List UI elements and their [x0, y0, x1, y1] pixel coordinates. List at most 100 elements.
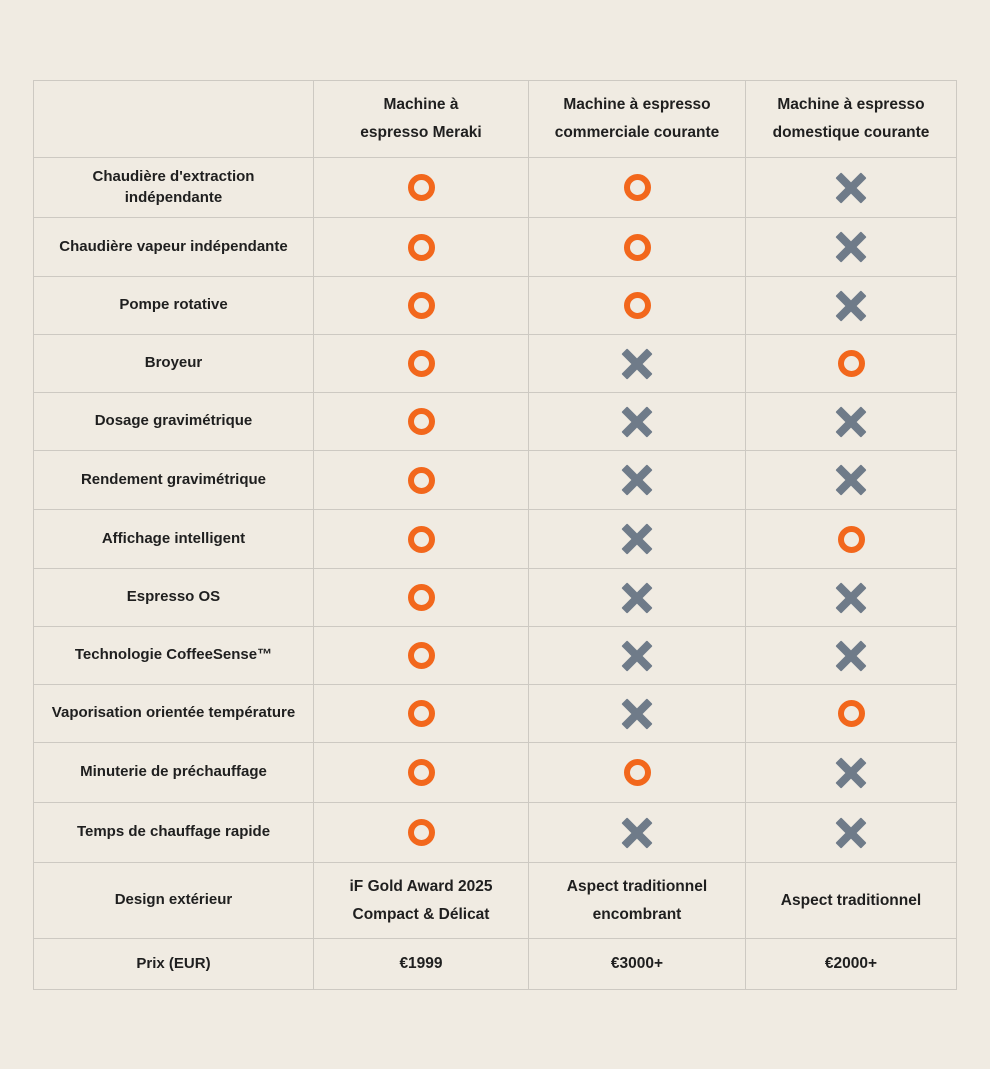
value-text: €1999: [399, 955, 443, 973]
feature-label: Rendement gravimétrique: [80, 470, 267, 488]
not-included-icon: [622, 640, 653, 671]
value-cell: [746, 685, 956, 743]
value-cell: €1999: [314, 939, 529, 989]
value-cell: [529, 335, 746, 393]
value-cell: [529, 803, 746, 863]
feature-label-cell: Chaudière vapeur indépendante: [34, 218, 314, 277]
included-icon: [837, 700, 865, 727]
not-included-icon: [836, 582, 867, 613]
value-cell: [314, 685, 529, 743]
value-cell: Aspect traditionnel: [746, 863, 956, 939]
value-text: €3000+: [610, 955, 664, 973]
column-header-cell: Machine à espresso Meraki: [314, 81, 529, 158]
value-cell: [746, 335, 956, 393]
value-cell: [529, 218, 746, 277]
not-included-icon: [622, 698, 653, 729]
value-cell: [529, 569, 746, 627]
not-included-icon: [622, 406, 653, 437]
not-included-icon: [622, 348, 653, 379]
feature-label: Vaporisation orientée température: [51, 704, 296, 722]
value-cell: Aspect traditionnel encombrant: [529, 863, 746, 939]
not-included-icon: [836, 465, 867, 496]
value-cell: [529, 743, 746, 803]
value-cell: [746, 743, 956, 803]
included-icon: [407, 759, 435, 786]
feature-label: Technologie CoffeeSense™: [74, 646, 273, 664]
feature-label-cell: Pompe rotative: [34, 277, 314, 335]
feature-label-cell: Technologie CoffeeSense™: [34, 627, 314, 685]
feature-label: Prix (EUR): [136, 954, 211, 972]
included-icon: [407, 819, 435, 846]
feature-label: Affichage intelligent: [101, 529, 246, 547]
included-icon: [407, 350, 435, 377]
included-icon: [623, 759, 651, 786]
comparison-table: Machine à espresso Meraki Machine à espre…: [33, 80, 957, 990]
value-cell: [314, 393, 529, 451]
feature-label: Temps de chauffage rapide: [76, 823, 271, 841]
feature-label: Minuterie de préchauffage: [80, 763, 267, 781]
value-cell: [746, 277, 956, 335]
feature-label-cell: Affichage intelligent: [34, 510, 314, 569]
feature-label-cell: Design extérieur: [34, 863, 314, 939]
feature-label: Design extérieur: [114, 891, 233, 909]
column-header-cell: Machine à espresso domestique courante: [746, 81, 956, 158]
not-included-icon: [836, 232, 867, 263]
value-cell: [746, 451, 956, 510]
value-cell: [529, 685, 746, 743]
not-included-icon: [836, 817, 867, 848]
value-cell: [314, 158, 529, 218]
not-included-icon: [836, 406, 867, 437]
included-icon: [837, 350, 865, 377]
included-icon: [407, 292, 435, 319]
feature-label: Dosage gravimétrique: [94, 412, 253, 430]
feature-label-cell: Vaporisation orientée température: [34, 685, 314, 743]
feature-label-cell: Minuterie de préchauffage: [34, 743, 314, 803]
not-included-icon: [836, 640, 867, 671]
value-cell: [529, 510, 746, 569]
value-text: Aspect traditionnel encombrant: [566, 877, 708, 923]
feature-label-cell: Chaudière d'extraction indépendante: [34, 158, 314, 218]
value-cell: [314, 569, 529, 627]
feature-label-cell: Espresso OS: [34, 569, 314, 627]
included-icon: [837, 525, 865, 553]
not-included-icon: [836, 757, 867, 788]
included-icon: [623, 174, 651, 201]
feature-label: Chaudière d'extraction indépendante: [92, 168, 255, 206]
feature-label-cell: Temps de chauffage rapide: [34, 803, 314, 863]
included-icon: [623, 233, 651, 261]
value-cell: [529, 627, 746, 685]
value-text: Aspect traditionnel: [780, 891, 922, 909]
included-icon: [407, 174, 435, 201]
feature-label-cell: Prix (EUR): [34, 939, 314, 989]
not-included-icon: [836, 290, 867, 321]
value-cell: [314, 451, 529, 510]
feature-label-cell: Broyeur: [34, 335, 314, 393]
included-icon: [407, 642, 435, 669]
not-included-icon: [836, 172, 867, 203]
column-title: Machine à espresso Meraki: [360, 96, 482, 141]
column-title: Machine à espresso commerciale courante: [554, 96, 720, 141]
not-included-icon: [622, 817, 653, 848]
value-cell: €3000+: [529, 939, 746, 989]
value-cell: [746, 218, 956, 277]
included-icon: [407, 466, 435, 494]
included-icon: [407, 700, 435, 727]
value-cell: [529, 277, 746, 335]
not-included-icon: [622, 524, 653, 555]
feature-label: Broyeur: [144, 354, 203, 372]
not-included-icon: [622, 582, 653, 613]
feature-label: Chaudière vapeur indépendante: [59, 237, 288, 255]
column-header-cell: Machine à espresso commerciale courante: [529, 81, 746, 158]
value-cell: [529, 451, 746, 510]
included-icon: [407, 408, 435, 435]
value-cell: [314, 743, 529, 803]
value-cell: [314, 510, 529, 569]
value-cell: iF Gold Award 2025 Compact & Délicat: [314, 863, 529, 939]
value-cell: [314, 277, 529, 335]
value-cell: [314, 803, 529, 863]
feature-label: Espresso OS: [126, 588, 221, 606]
included-icon: [623, 292, 651, 319]
value-text: €2000+: [824, 955, 878, 973]
value-cell: [314, 335, 529, 393]
